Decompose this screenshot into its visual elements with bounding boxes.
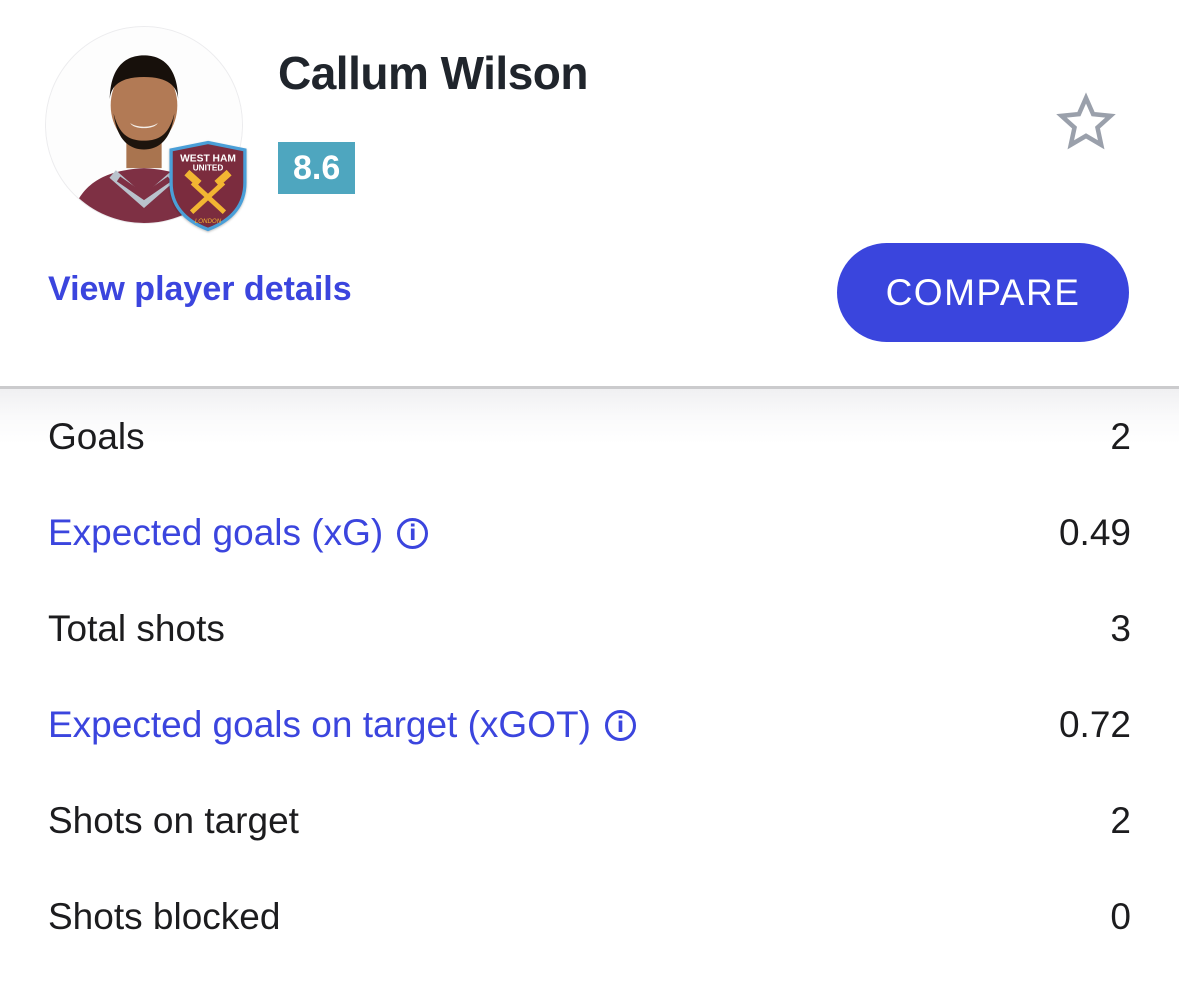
rating-badge: 8.6 [278,142,356,194]
badge-text-line2: UNITED [193,163,224,172]
stat-label-text: Expected goals (xG) [48,512,384,553]
stat-value: 2 [1110,800,1131,841]
stat-label[interactable]: Expected goals on target (xGOT) i [48,704,636,746]
stat-row-goals: Goals 2 [0,389,1179,485]
badge-text-line1: WEST HAM [180,153,236,164]
view-player-details-link[interactable]: View player details [48,270,352,308]
stat-label: Shots blocked [48,896,280,938]
stat-label: Goals [48,416,145,458]
stats-list: Goals 2 Expected goals (xG) i 0.49 Total… [0,386,1179,962]
club-badge-west-ham: WEST HAM UNITED LONDON [167,140,249,232]
stat-label[interactable]: Expected goals (xG) i [48,512,429,554]
compare-button[interactable]: COMPARE [837,243,1129,342]
stat-row-shots-on-target: Shots on target 2 [0,773,1179,869]
stat-label-text: Expected goals on target (xGOT) [48,704,591,745]
player-name: Callum Wilson [278,47,589,99]
stat-value: 3 [1110,608,1131,649]
stat-value: 0 [1110,896,1131,937]
stat-label-text: Shots on target [48,800,299,841]
stat-row-expected-goals: Expected goals (xG) i 0.49 [0,485,1179,581]
stat-row-expected-goals-on-target: Expected goals on target (xGOT) i 0.72 [0,677,1179,773]
stat-label: Shots on target [48,800,299,842]
stat-value: 2 [1110,416,1131,457]
favorite-star-icon[interactable] [1056,92,1116,152]
badge-crossed-hammers [184,169,232,215]
stat-label: Total shots [48,608,225,650]
stat-label-text: Goals [48,416,145,457]
stat-label-text: Shots blocked [48,896,281,937]
stat-row-shots-blocked: Shots blocked 0 [0,869,1179,965]
stat-value: 0.72 [1058,704,1131,745]
stat-row-total-shots: Total shots 3 [0,581,1179,677]
stat-label-text: Total shots [48,608,225,649]
badge-text-city: LONDON [195,218,222,225]
info-icon[interactable]: i [397,517,429,549]
info-icon[interactable]: i [604,709,636,741]
player-header: WEST HAM UNITED LONDON Callum Wilson 8.6… [0,0,1179,386]
stat-value: 0.49 [1058,512,1131,553]
